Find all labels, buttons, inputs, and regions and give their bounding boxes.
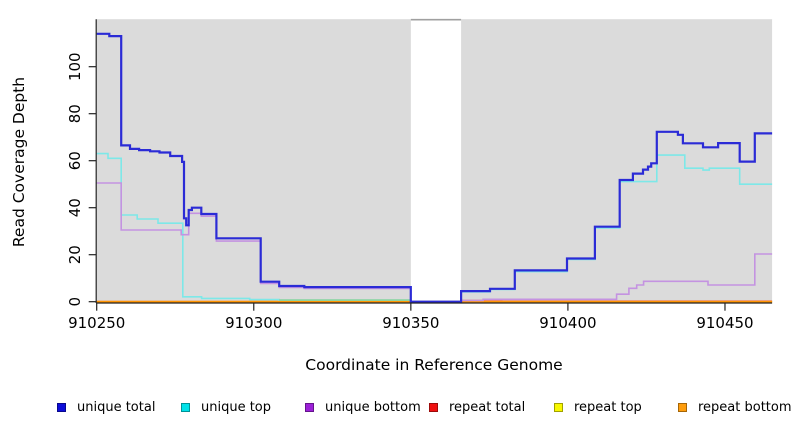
y-tick-label: 20 — [66, 245, 84, 264]
gap-band — [410, 19, 462, 304]
y-tick-label: 0 — [66, 297, 84, 307]
x-tick-label: 910300 — [225, 314, 282, 332]
x-tick-label: 910250 — [68, 314, 125, 332]
x-tick-label: 910350 — [382, 314, 439, 332]
y-axis-title: Read Coverage Depth — [10, 77, 28, 247]
y-tick-label: 40 — [66, 198, 84, 217]
x-tick-label: 910450 — [696, 314, 753, 332]
x-tick-label: 910400 — [539, 314, 596, 332]
y-tick-label: 80 — [66, 104, 84, 123]
y-tick-label: 100 — [66, 52, 84, 81]
series-line-unique-total — [96, 32, 773, 303]
y-tick-label: 60 — [66, 151, 84, 170]
x-axis-title: Coordinate in Reference Genome — [305, 356, 562, 374]
